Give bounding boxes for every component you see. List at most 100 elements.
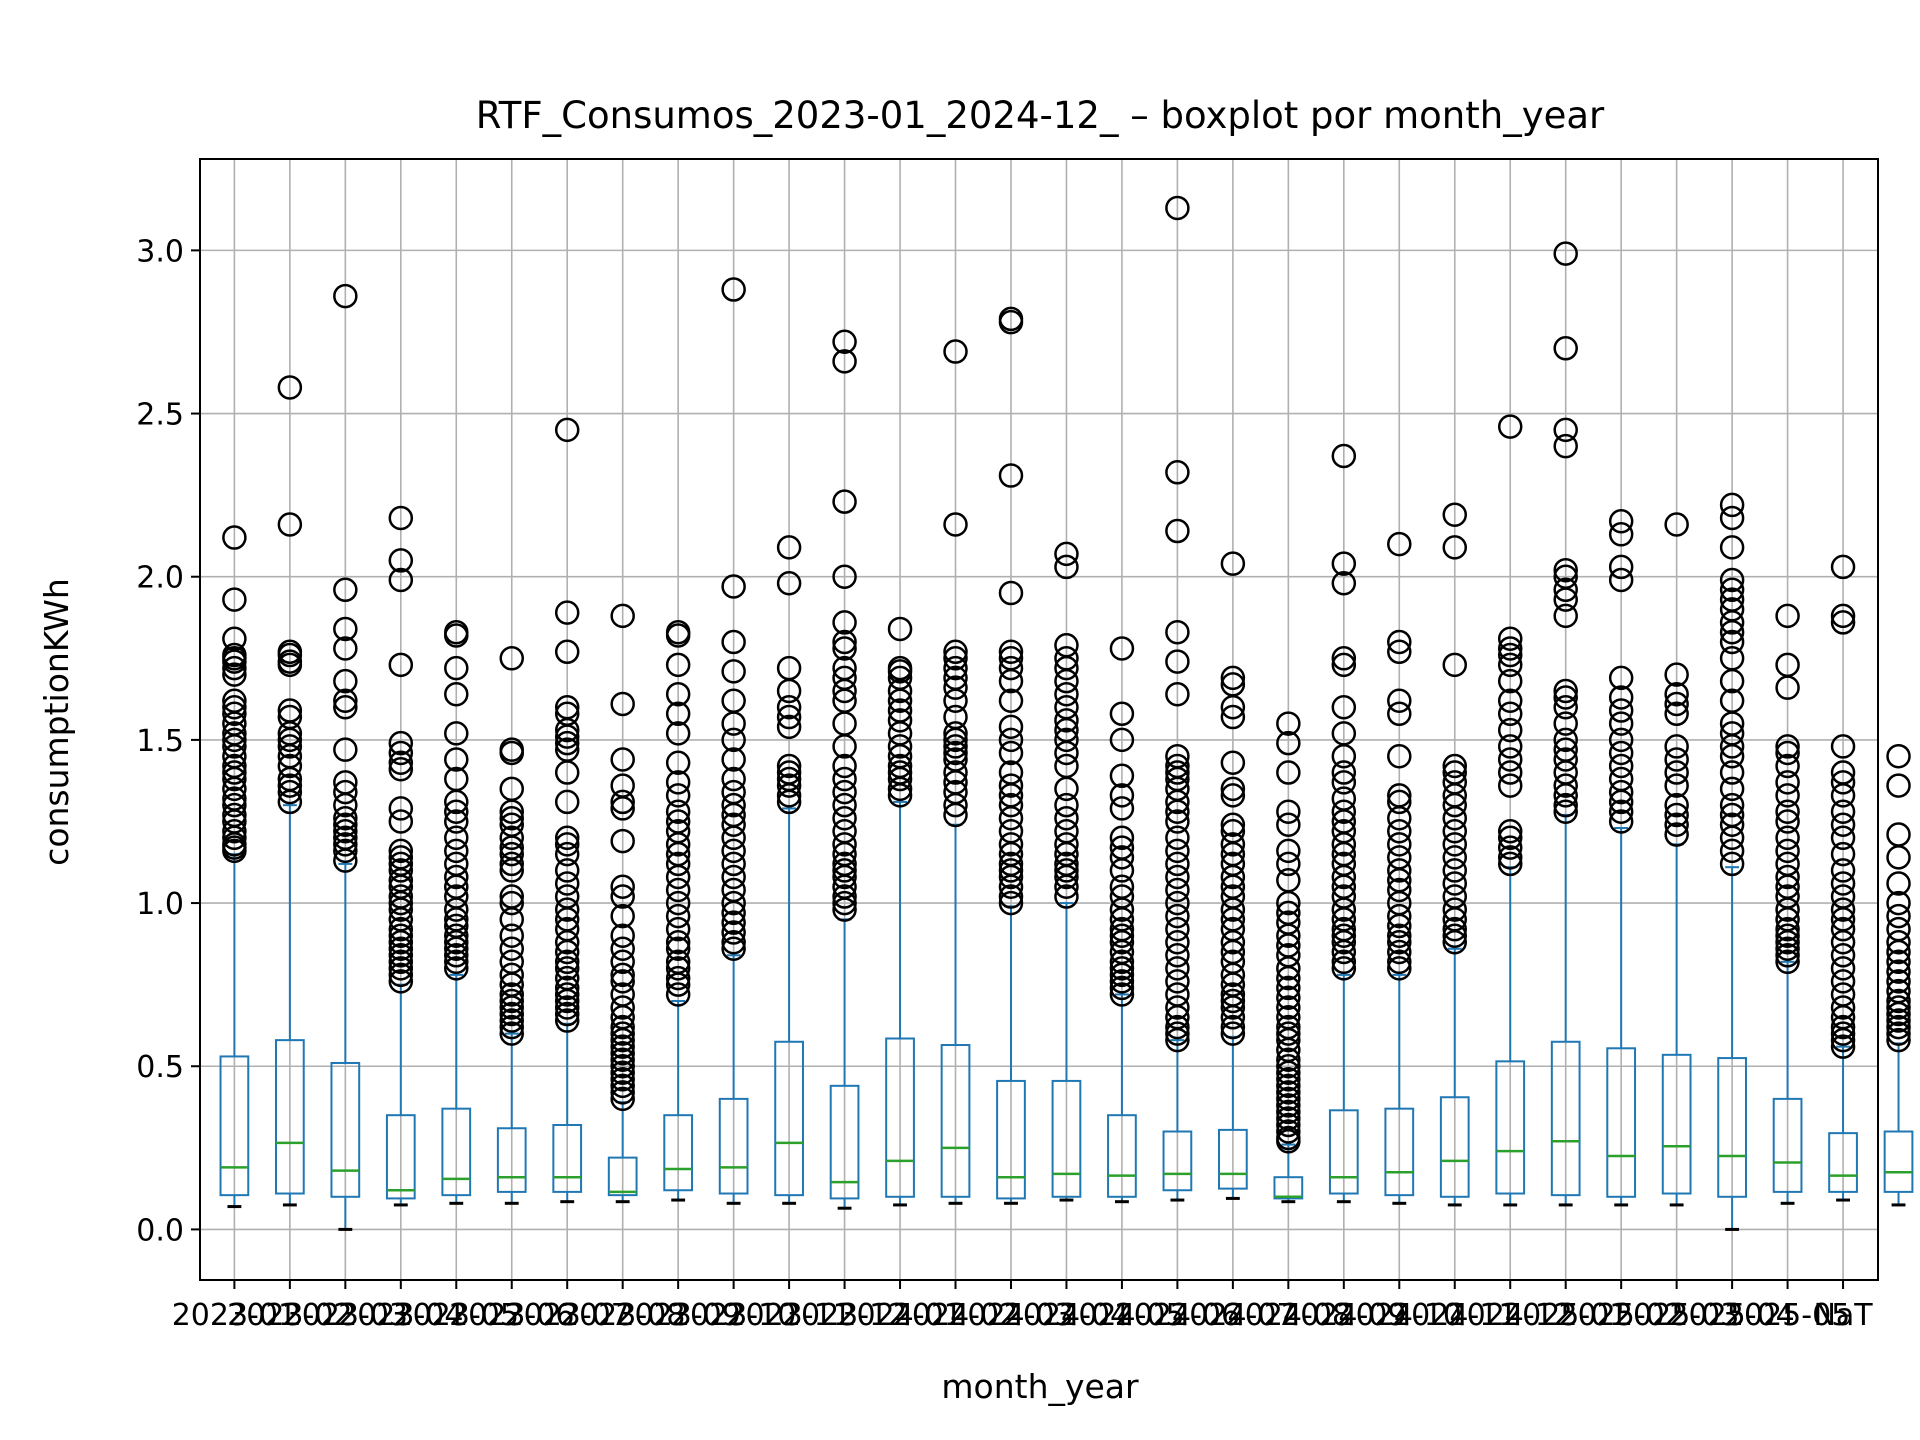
outlier-point [1608,554,1634,580]
outlier-point [1553,557,1578,583]
outlier-point [1220,551,1246,576]
box-group [496,646,527,1205]
outlier-point [1775,753,1800,779]
outlier-point [776,704,802,730]
outlier-point [1054,708,1079,733]
x-tick-label: NaT [1813,1298,1873,1333]
outlier-point [1054,805,1079,831]
outlier-point [1276,1099,1301,1125]
outlier-point [1830,841,1856,867]
x-tick-label: 2024-02 [893,1298,1018,1333]
outlier-point [998,580,1024,606]
boxes [219,195,1914,1231]
outlier-point [665,851,691,877]
outlier-point [1331,443,1357,469]
outlier-point [1220,988,1246,1014]
outlier-point [665,750,691,775]
outlier-point [388,962,414,988]
outlier-point [665,799,691,824]
outlier-point [222,695,247,720]
outlier-point [1109,763,1135,789]
outlier-point [1886,1021,1911,1046]
outlier-point [1331,770,1357,795]
outlier-point [610,1073,635,1099]
outlier-point [444,936,469,962]
outlier-point [1830,770,1856,795]
outlier-point [1886,969,1911,994]
outlier-point [388,548,414,573]
outlier-point [1276,838,1301,864]
outlier-point [610,949,635,975]
outlier-point [943,734,968,759]
outlier-point [1276,890,1301,916]
outlier-point [610,1067,635,1092]
outlier-point [998,639,1024,665]
outlier-point [444,864,469,890]
outlier-point [1497,701,1523,727]
outlier-point [665,972,691,997]
outlier-point [665,965,691,991]
x-tick-label: 2025-01 [1503,1298,1628,1333]
outlier-point [1331,956,1357,981]
outlier-point [554,789,580,815]
outlier-point [665,652,691,678]
outlier-point [554,975,580,1001]
outlier-point [721,910,746,935]
outlier-point [554,841,580,867]
outlier-point [610,1047,635,1072]
outlier-point [1664,747,1689,772]
outlier-point [943,727,968,753]
box-group [219,525,250,1209]
outlier-point [1719,776,1745,802]
outlier-point [832,629,857,655]
outlier-point [832,884,857,909]
outlier-point [1830,1014,1856,1040]
x-tick-label: 2023-01 [172,1298,297,1333]
outlier-point [610,1053,635,1079]
outlier-point [998,309,1024,335]
outlier-point [665,783,691,808]
outlier-point [1165,995,1190,1020]
outlier-point [277,789,303,815]
outlier-point [665,956,691,981]
outlier-point [1442,916,1468,942]
outlier-point [1442,502,1468,527]
outlier-point [1276,760,1301,785]
outlier-point [554,988,580,1014]
outlier-point [277,779,303,805]
x-tick-label: 2024-03 [948,1298,1073,1333]
outlier-point [721,900,746,926]
iqr-box [385,1114,416,1200]
outlier-point [1719,619,1745,645]
outlier-point [943,721,968,746]
outlier-point [1387,877,1412,903]
iqr-box [1328,1109,1359,1195]
outlier-point [554,825,580,851]
outlier-point [1497,819,1523,844]
outlier-point [1830,799,1856,824]
outlier-point [1220,750,1246,775]
outlier-point [222,662,247,687]
outlier-point [444,681,469,707]
outlier-point [1664,792,1689,818]
outlier-point [333,737,358,762]
iqr-box [1439,1096,1470,1198]
x-tick-label: 2023-12 [782,1298,907,1333]
outlier-point [1830,858,1856,883]
outlier-point [1276,1080,1301,1105]
outlier-point [610,828,635,854]
outlier-point [1553,417,1578,443]
outlier-point [1276,923,1301,948]
outlier-point [1165,825,1190,851]
outlier-point [1775,770,1800,795]
iqr-box [1883,1130,1914,1193]
outlier-point [832,734,857,759]
outlier-point [333,819,358,844]
outlier-point [444,949,469,975]
outlier-point [1387,913,1412,939]
outlier-point [887,659,913,684]
outlier-point [499,982,524,1007]
y-tick-label: 2.0 [136,561,184,596]
outlier-point [1830,943,1856,968]
